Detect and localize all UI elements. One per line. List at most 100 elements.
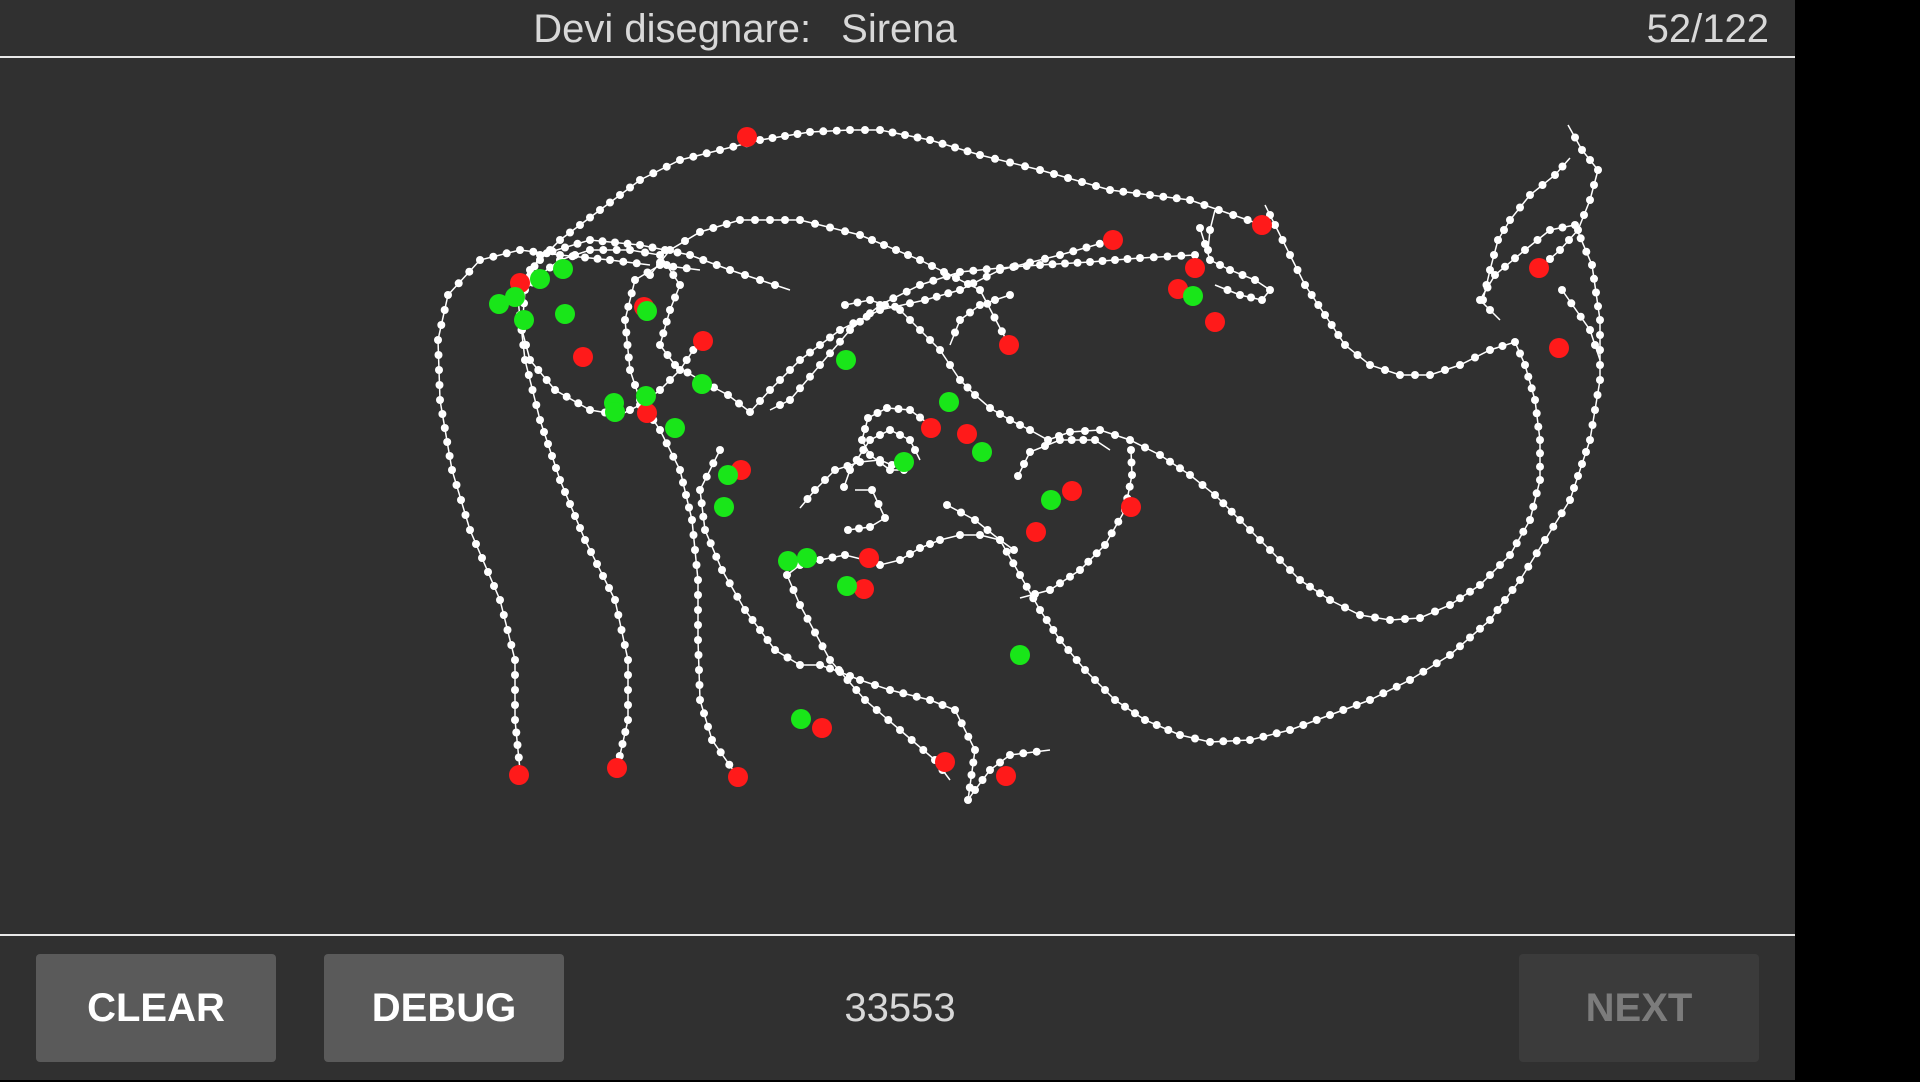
stroke-point	[656, 258, 664, 267]
stroke-point	[1546, 226, 1554, 234]
stroke-point	[1286, 566, 1294, 574]
stroke-end-marker	[1549, 338, 1569, 358]
stroke-point	[694, 591, 702, 599]
stroke-point	[691, 546, 699, 554]
stroke-point	[1009, 559, 1018, 568]
stroke-point	[1490, 251, 1498, 259]
stroke-point	[1006, 416, 1014, 424]
stroke-point	[611, 596, 619, 604]
stroke-point	[806, 348, 814, 357]
stroke-point	[1276, 556, 1284, 564]
stroke-point	[976, 151, 984, 159]
stroke-point	[1532, 549, 1541, 558]
stroke-point	[581, 536, 589, 544]
stroke-point	[725, 760, 734, 769]
stroke-point	[689, 152, 698, 161]
stroke-point	[532, 401, 541, 409]
stroke-point	[1529, 502, 1538, 511]
stroke-point	[676, 366, 684, 374]
stroke-point	[881, 514, 889, 522]
stroke-point	[551, 386, 559, 394]
stroke-point	[796, 601, 804, 609]
clear-button[interactable]: CLEAR	[36, 954, 276, 1062]
stroke-point	[969, 758, 978, 767]
stroke-point	[956, 268, 964, 276]
stroke-point	[729, 142, 738, 151]
stroke-point	[1341, 603, 1349, 612]
stroke-point	[756, 276, 764, 284]
stroke-end-marker	[573, 347, 593, 367]
stroke-end-marker	[1121, 497, 1141, 517]
stroke-point	[1293, 266, 1302, 274]
stroke-point	[1251, 276, 1259, 284]
stroke-point	[1571, 133, 1579, 142]
stroke-point	[864, 414, 872, 422]
stroke-point	[1198, 481, 1207, 489]
stroke-point	[1036, 261, 1044, 269]
debug-button[interactable]: DEBUG	[324, 954, 564, 1062]
next-button[interactable]: NEXT	[1519, 954, 1759, 1062]
stroke-point	[1026, 448, 1034, 456]
screen-edge	[1795, 0, 1920, 1080]
stroke-point	[1229, 211, 1238, 219]
stroke-point	[1432, 659, 1441, 668]
stroke-point	[868, 236, 876, 244]
stroke-point	[676, 281, 684, 289]
stroke-point	[435, 381, 444, 389]
stroke-point	[649, 169, 658, 178]
stroke-point	[490, 582, 498, 590]
stroke-point	[1036, 166, 1044, 174]
stroke-point	[696, 696, 704, 704]
stroke-point	[516, 246, 524, 254]
stroke-point	[626, 246, 634, 254]
stroke-point	[612, 246, 621, 254]
stroke-line	[519, 129, 1263, 286]
stroke-point	[586, 213, 594, 222]
stroke-point	[1136, 254, 1144, 262]
stroke-point	[1326, 596, 1334, 604]
stroke-point	[1125, 482, 1134, 491]
stroke-point	[786, 366, 794, 374]
stroke-point	[886, 426, 894, 434]
stroke-point	[971, 746, 979, 754]
stroke-point	[929, 276, 938, 285]
stroke-point	[1086, 258, 1094, 266]
stroke-point	[901, 131, 909, 139]
stroke-point	[1493, 606, 1502, 614]
drawing-canvas[interactable]	[0, 58, 1795, 933]
stroke-point	[526, 266, 534, 274]
stroke-point	[540, 428, 548, 436]
prompt-label: Devi disegnare:	[533, 7, 812, 51]
stroke-point	[624, 302, 633, 311]
stroke-point	[1204, 246, 1212, 254]
stroke-point	[534, 366, 543, 374]
stroke-point	[736, 216, 744, 224]
stroke-point	[741, 271, 749, 279]
stroke-point	[976, 301, 984, 309]
stroke-point	[876, 458, 884, 467]
stroke-point	[1223, 286, 1232, 294]
stroke-start-marker	[939, 392, 959, 412]
stroke-point	[1536, 436, 1544, 444]
stroke-point	[1586, 326, 1594, 334]
stroke-point	[544, 440, 552, 448]
stroke-point	[1500, 226, 1508, 234]
stroke-point	[768, 134, 777, 142]
stroke-point	[593, 254, 602, 263]
stroke-point	[599, 572, 607, 580]
stroke-point	[702, 472, 711, 481]
stroke-point	[1527, 384, 1536, 393]
stroke-point	[1022, 262, 1031, 270]
stroke-point	[1416, 614, 1424, 622]
stroke-point	[735, 399, 743, 408]
stroke-point	[1486, 266, 1494, 274]
stroke-point	[1020, 460, 1028, 468]
stroke-point	[844, 526, 852, 534]
stroke-point	[702, 149, 711, 158]
stroke-point	[513, 741, 522, 749]
stroke-point	[1356, 611, 1364, 619]
stroke-point	[1214, 206, 1223, 214]
stroke-point	[1521, 361, 1529, 369]
stroke-point	[686, 251, 694, 259]
stroke-start-marker	[665, 418, 685, 438]
